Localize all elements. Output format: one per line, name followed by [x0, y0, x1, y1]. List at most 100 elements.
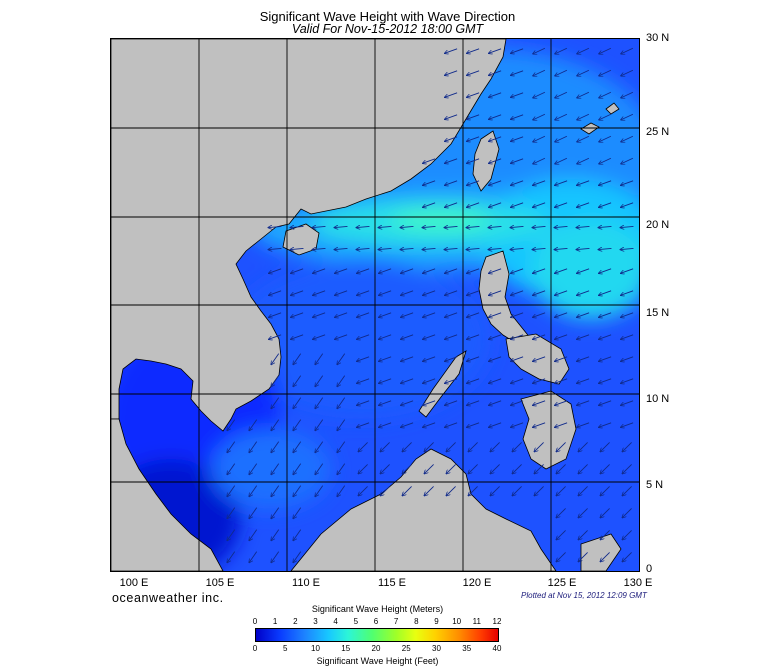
wave-direction-arrow — [512, 442, 522, 451]
wave-direction-arrow — [533, 135, 546, 141]
wave-direction-arrow — [271, 529, 280, 541]
wave-direction-arrow — [599, 157, 612, 163]
wave-direction-arrow — [621, 400, 634, 405]
wave-direction-arrow — [423, 312, 436, 317]
colorbar-feet-tick: 20 — [371, 644, 381, 653]
wave-direction-arrow — [227, 463, 236, 475]
wave-direction-arrow — [445, 226, 458, 227]
wave-direction-arrow — [467, 312, 480, 317]
wave-direction-arrow — [533, 248, 546, 249]
palawan-island — [418, 350, 467, 418]
wave-direction-arrow — [555, 69, 568, 75]
wave-direction-arrow — [533, 356, 546, 361]
wave-direction-arrow — [337, 463, 346, 475]
colorbar-feet-tick: 30 — [432, 644, 441, 653]
wave-direction-arrow — [335, 268, 348, 273]
colorbar-feet-tick: 5 — [283, 644, 288, 653]
wave-direction-arrow — [337, 375, 346, 387]
wave-direction-arrow — [599, 334, 612, 339]
wave-direction-arrow — [357, 312, 370, 317]
wave-direction-arrow — [269, 312, 282, 317]
colorbar-meter-tick: 7 — [393, 617, 399, 626]
wave-direction-arrow — [313, 248, 326, 249]
wave-direction-arrow — [533, 226, 546, 227]
wave-direction-arrow — [423, 422, 436, 427]
wave-direction-arrow — [511, 70, 524, 75]
wave-direction-arrow — [423, 400, 436, 405]
wave-direction-arrow — [621, 248, 634, 249]
wave-direction-arrow — [578, 508, 588, 517]
wave-direction-arrow — [577, 91, 590, 97]
wave-direction-arrow — [424, 442, 434, 451]
wave-direction-arrow — [534, 442, 544, 451]
wave-direction-arrow — [423, 334, 436, 339]
wave-direction-arrow — [577, 400, 590, 405]
wave-direction-arrow — [533, 47, 546, 53]
wave-direction-arrow — [291, 334, 304, 339]
wave-direction-arrow — [533, 400, 546, 405]
wave-direction-arrow — [380, 442, 390, 451]
colorbar-feet-tick: 15 — [341, 644, 351, 653]
wave-direction-arrow — [555, 202, 568, 207]
wave-direction-arrow — [380, 464, 390, 473]
wave-direction-arrow — [599, 202, 612, 207]
wave-direction-arrow — [467, 290, 480, 295]
wave-direction-arrow — [401, 378, 414, 383]
wave-direction-arrow — [577, 268, 590, 273]
wave-direction-arrow — [271, 353, 280, 365]
wave-direction-arrow — [489, 334, 502, 339]
wave-direction-arrow — [402, 486, 412, 495]
wave-direction-arrow — [337, 353, 346, 365]
wave-direction-arrow — [533, 422, 546, 427]
wave-direction-arrow — [599, 356, 612, 361]
wave-direction-arrow — [445, 312, 458, 317]
wave-direction-arrow — [423, 180, 436, 185]
graticule — [111, 39, 639, 571]
lat-label-5n: 5 N — [646, 479, 664, 491]
wave-direction-arrow — [467, 92, 480, 97]
wave-direction-arrow — [555, 91, 568, 97]
land — [111, 39, 622, 571]
wave-direction-arrow — [489, 400, 502, 405]
wave-direction-arrow — [445, 136, 458, 141]
chart-title: Significant Wave Height with Wave Direct… — [259, 9, 516, 24]
wave-direction-arrow — [621, 312, 634, 317]
wave-direction-arrow — [555, 268, 568, 273]
wave-direction-arrow — [578, 464, 588, 473]
wave-direction-arrow — [402, 442, 412, 451]
wave-direction-arrow — [600, 552, 610, 561]
wave-direction-arrow — [357, 290, 370, 295]
wave-direction-arrow — [313, 226, 326, 227]
wave-direction-arrow — [269, 226, 282, 227]
wave-direction-arrow — [556, 464, 566, 473]
colorbar-meter-tick: 11 — [472, 617, 481, 626]
wave-direction-arrow — [577, 47, 590, 53]
colorbar-meter-tick: 8 — [414, 617, 419, 626]
wave-direction-arrow — [489, 422, 502, 427]
wave-direction-arrow — [227, 485, 236, 497]
mainland-asia — [111, 39, 507, 432]
wave-direction-arrow — [621, 356, 634, 361]
colorbar-feet-tick: 10 — [311, 644, 320, 653]
wave-direction-arrow — [621, 69, 634, 75]
wave-direction-arrow — [335, 226, 348, 227]
wave-direction-arrow — [401, 290, 414, 295]
wave-direction-arrow — [293, 397, 302, 409]
wave-direction-arrow — [622, 508, 632, 517]
wave-direction-arrow — [622, 486, 632, 495]
wave-direction-arrow — [600, 486, 610, 495]
colorbar-feet-tick: 40 — [492, 644, 502, 653]
wave-direction-arrow — [423, 356, 436, 361]
wave-direction-arrow — [357, 422, 370, 427]
wave-direction-arrow — [467, 180, 480, 185]
wave-direction-arrow — [269, 248, 282, 249]
wave-direction-arrow — [599, 400, 612, 405]
wave-direction-arrow — [335, 334, 348, 339]
wave-direction-arrow — [337, 397, 346, 409]
taiwan-island — [472, 130, 500, 192]
wave-direction-arrow — [379, 290, 392, 295]
wave-direction-arrow — [291, 248, 304, 249]
lat-label-0: 0 — [646, 563, 653, 575]
wave-direction-arrow — [555, 422, 568, 427]
wave-direction-arrow — [315, 397, 324, 409]
